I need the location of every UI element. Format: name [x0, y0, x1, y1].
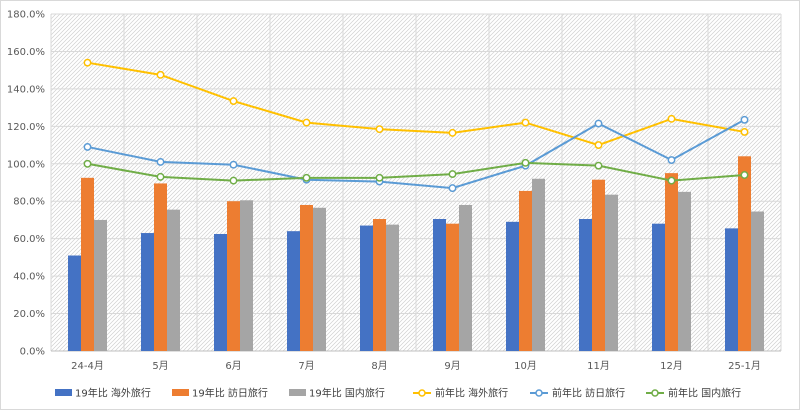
line-point-2-5月 [156, 157, 165, 166]
line-point-3-7月 [302, 173, 311, 182]
line-point-1-6月 [229, 97, 238, 106]
bar-1-9月 [433, 219, 446, 351]
legend-marker [535, 389, 543, 397]
line-point-3-24-4月 [83, 159, 92, 168]
bar-3-24-4月 [94, 219, 107, 351]
legend-label: 前年比 海外旅行 [435, 387, 508, 400]
line-point-1-8月 [375, 125, 384, 134]
bar-2-25-1月 [738, 156, 751, 351]
bar-3-6月 [240, 200, 253, 351]
line-point-2-12月 [667, 156, 676, 164]
legend-swatch-bar-2 [172, 389, 189, 396]
bar-2-12月 [665, 173, 678, 351]
bar-series-group [68, 156, 764, 351]
line-point-2-11月 [594, 119, 603, 128]
line-point-1-10月 [521, 118, 530, 127]
y-tick-label: 0.0% [20, 347, 45, 358]
bar-3-7月 [313, 207, 326, 351]
x-tick-label: 5月 [152, 360, 168, 372]
line-point-2-6月 [229, 160, 238, 169]
line-series-group [83, 58, 749, 193]
bar-2-24-4月 [81, 177, 94, 351]
bar-1-10月 [506, 221, 519, 351]
legend-label: 前年比 国内旅行 [668, 387, 741, 400]
y-tick-label: 100.0% [7, 159, 45, 170]
legend-label: 19年比 海外旅行 [75, 387, 151, 400]
line-point-1-7月 [302, 118, 311, 127]
x-tick-label: 6月 [225, 360, 241, 372]
y-tick-label: 140.0% [7, 84, 45, 95]
x-tick-label: 24-4月 [71, 360, 104, 372]
bar-1-5月 [141, 233, 154, 351]
legend-marker [651, 389, 659, 397]
x-tick-label: 9月 [444, 360, 460, 372]
x-axis-ticks: 24-4月 5月 6月 7月 8月 9月 10月 11月 12月 25-1月 [71, 360, 761, 372]
y-tick-label: 60.0% [13, 234, 45, 245]
y-tick-label: 80.0% [13, 197, 45, 208]
y-tick-label: 120.0% [7, 122, 45, 133]
line-point-2-24-4月 [83, 142, 92, 151]
y-tick-label: 180.0% [7, 10, 45, 21]
legend-label: 19年比 国内旅行 [309, 387, 385, 400]
line-point-1-5月 [156, 70, 165, 79]
x-tick-label: 12月 [660, 360, 683, 372]
legend-swatch-bar-3 [289, 389, 306, 396]
bar-3-12月 [678, 191, 691, 351]
line-series-1 [87, 61, 745, 147]
x-tick-label: 10月 [514, 360, 537, 372]
legend-label: 19年比 訪日旅行 [192, 387, 268, 400]
bar-1-11月 [579, 219, 592, 351]
line-point-1-9月 [448, 128, 457, 137]
bar-1-8月 [360, 225, 373, 351]
x-tick-label: 7月 [298, 360, 314, 372]
line-point-3-6月 [229, 176, 238, 185]
bar-2-10月 [519, 190, 532, 351]
y-tick-label: 20.0% [13, 309, 45, 320]
line-point-3-12月 [667, 176, 676, 185]
bar-2-8月 [373, 219, 386, 351]
y-axis-ticks: 0.0% 20.0% 40.0% 60.0% 80.0% 100.0% 120.0% 140.… [7, 10, 45, 358]
line-point-3-10月 [521, 158, 530, 167]
bar-2-11月 [592, 179, 605, 351]
bar-1-7月 [287, 231, 300, 351]
bar-3-5月 [167, 209, 180, 351]
bar-2-5月 [154, 183, 167, 351]
bar-1-24-4月 [68, 255, 81, 351]
legend: 19年比 海外旅行 19年比 訪日旅行 19年比 国内旅行 前年比 海外旅行 前年比 訪… [55, 387, 741, 400]
line-point-3-8月 [375, 173, 384, 182]
line-series-2 [87, 118, 745, 190]
line-point-3-25-1月 [740, 171, 749, 179]
legend-swatch-bar-1 [55, 389, 72, 396]
bar-3-11月 [605, 194, 618, 351]
line-point-2-25-1月 [740, 115, 749, 124]
y-tick-label: 40.0% [13, 272, 45, 283]
x-tick-label: 8月 [371, 360, 387, 372]
line-point-1-12月 [667, 114, 676, 123]
bar-1-25-1月 [725, 228, 738, 351]
bar-3-25-1月 [751, 211, 764, 351]
line-point-2-9月 [448, 184, 457, 193]
line-point-1-24-4月 [83, 58, 92, 67]
bar-2-6月 [227, 201, 240, 351]
line-point-3-5月 [156, 172, 165, 181]
x-tick-label: 11月 [587, 360, 610, 372]
bar-3-9月 [459, 204, 472, 351]
y-tick-label: 160.0% [7, 47, 45, 58]
legend-label: 前年比 訪日旅行 [552, 387, 625, 400]
line-point-1-11月 [594, 141, 603, 150]
bar-3-8月 [386, 224, 399, 351]
bar-1-12月 [652, 223, 665, 351]
line-series-3 [87, 161, 745, 182]
x-tick-label: 25-1月 [728, 360, 761, 372]
line-point-3-9月 [448, 170, 457, 179]
line-point-3-11月 [594, 161, 603, 170]
line-point-1-25-1月 [740, 128, 749, 136]
bar-2-9月 [446, 223, 459, 351]
legend-marker [418, 389, 426, 397]
bar-3-10月 [532, 178, 545, 351]
bar-1-6月 [214, 233, 227, 351]
bar-2-7月 [300, 204, 313, 351]
